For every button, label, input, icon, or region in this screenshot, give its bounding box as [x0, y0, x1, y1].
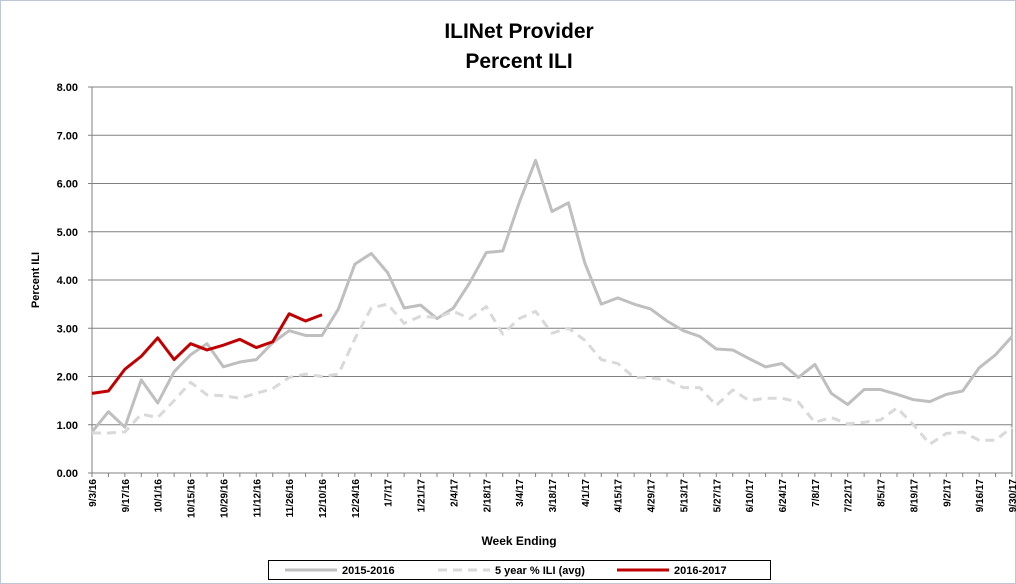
y-tick-label: 6.00 [57, 179, 78, 191]
x-tick-label: 4/1/17 [581, 479, 592, 507]
series-line [90, 158, 1014, 433]
legend-label: 2016-2017 [674, 565, 727, 577]
y-tick-label: 1.00 [57, 420, 78, 432]
x-tick-label: 1/7/17 [384, 479, 395, 507]
y-tick-label: 5.00 [57, 227, 78, 239]
x-tick-label: 2/18/17 [482, 479, 493, 513]
y-tick-label: 0.00 [57, 468, 78, 480]
x-tick-label: 9/16/17 [975, 479, 986, 513]
x-tick-label: 9/2/17 [942, 479, 953, 507]
y-tick-label: 7.00 [57, 130, 78, 142]
series-line [91, 312, 323, 395]
legend-box [268, 560, 771, 580]
x-tick-label: 1/21/17 [417, 479, 428, 513]
x-tick-label: 11/26/16 [285, 479, 296, 518]
y-tick-label: 4.00 [57, 275, 78, 287]
x-tick-label: 3/4/17 [515, 479, 526, 507]
series-line [92, 302, 1013, 446]
x-tick-label: 9/17/16 [121, 479, 132, 513]
y-tick-label: 2.00 [57, 372, 78, 384]
x-tick-label: 7/8/17 [811, 479, 822, 507]
x-tick-label: 4/15/17 [614, 479, 625, 513]
x-axis-label: Week Ending [481, 534, 556, 548]
x-tick-label: 12/24/16 [351, 479, 362, 518]
chart-subtitle: Percent ILI [465, 50, 572, 73]
x-tick-label: 9/3/16 [88, 479, 99, 507]
y-tick-label: 3.00 [57, 323, 78, 335]
x-tick-label: 10/29/16 [219, 479, 230, 518]
x-tick-label: 4/29/17 [647, 479, 658, 513]
legend-label: 5 year % ILI (avg) [495, 565, 585, 577]
legend: 2015-2016 5 year % ILI (avg) 2016-2017 [268, 560, 771, 580]
x-tick-label: 5/27/17 [712, 479, 723, 513]
x-tick-label: 7/22/17 [844, 479, 855, 513]
legend-label: 2015-2016 [342, 565, 395, 577]
x-tick-label: 6/10/17 [745, 479, 756, 513]
x-tick-label: 3/18/17 [548, 479, 559, 513]
y-axis-label: Percent ILI [30, 252, 42, 308]
x-tick-label: 8/19/17 [909, 479, 920, 513]
chart-title: ILINet Provider [444, 20, 593, 43]
x-tick-label: 5/13/17 [679, 479, 690, 513]
y-tick-label: 8.00 [57, 82, 78, 94]
x-tick-label: 11/12/16 [252, 479, 263, 518]
x-tick-label: 2/4/17 [449, 479, 460, 507]
x-tick-label: 9/30/17 [1008, 479, 1016, 513]
x-tick-label: 6/24/17 [778, 479, 789, 513]
x-tick-label: 12/10/16 [318, 479, 329, 518]
x-tick-label: 10/1/16 [154, 479, 165, 513]
x-tick-label: 8/5/17 [877, 479, 888, 507]
x-tick-label: 10/15/16 [187, 479, 198, 518]
